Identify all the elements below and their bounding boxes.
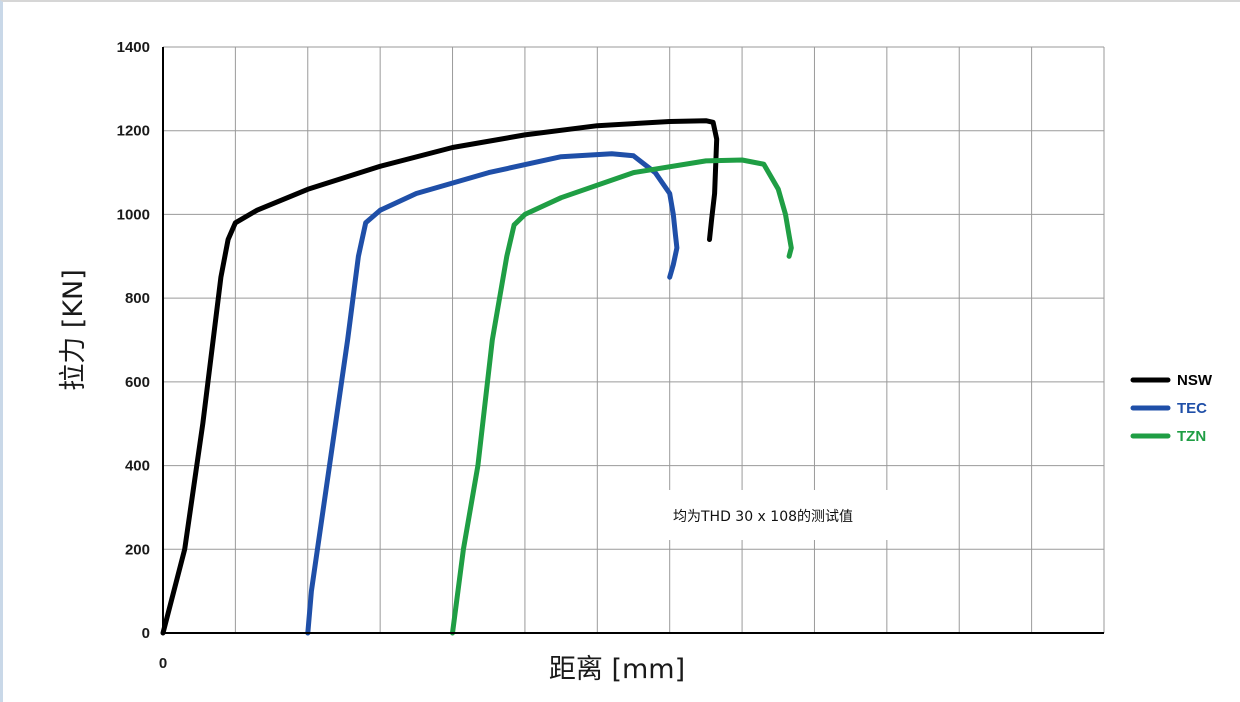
legend: NSW TEC TZN <box>1130 372 1213 445</box>
x-tick-labels: 0 <box>159 655 167 672</box>
legend-label-tzn: TZN <box>1177 428 1206 445</box>
x-axis-title: 距离 [mm] <box>549 654 685 685</box>
y-tick-label: 200 <box>125 541 150 558</box>
y-tick-label: 0 <box>142 625 150 642</box>
y-tick-label: 1000 <box>117 206 150 223</box>
note-annotation: 均为THD 30 x 108的测试值 <box>673 509 853 525</box>
legend-label-tec: TEC <box>1177 400 1207 417</box>
axes <box>162 47 1104 634</box>
series-line-tec <box>305 151 680 636</box>
note-background <box>600 490 950 540</box>
y-tick-labels: 0 200 400 600 800 1000 1200 1400 <box>117 39 150 642</box>
y-tick-label: 600 <box>125 374 150 391</box>
y-tick-label: 400 <box>125 458 150 475</box>
y-axis-title: 拉力 [KN] <box>58 269 89 391</box>
series-line-nsw <box>160 118 720 636</box>
y-tick-label: 1200 <box>117 123 150 140</box>
grid-lines <box>162 46 1105 634</box>
y-tick-label: 800 <box>125 290 150 307</box>
y-tick-label: 1400 <box>117 39 150 56</box>
legend-label-nsw: NSW <box>1177 372 1213 389</box>
x-tick-label: 0 <box>159 655 167 672</box>
series-line-tzn <box>450 157 794 636</box>
series-layer <box>160 118 794 636</box>
